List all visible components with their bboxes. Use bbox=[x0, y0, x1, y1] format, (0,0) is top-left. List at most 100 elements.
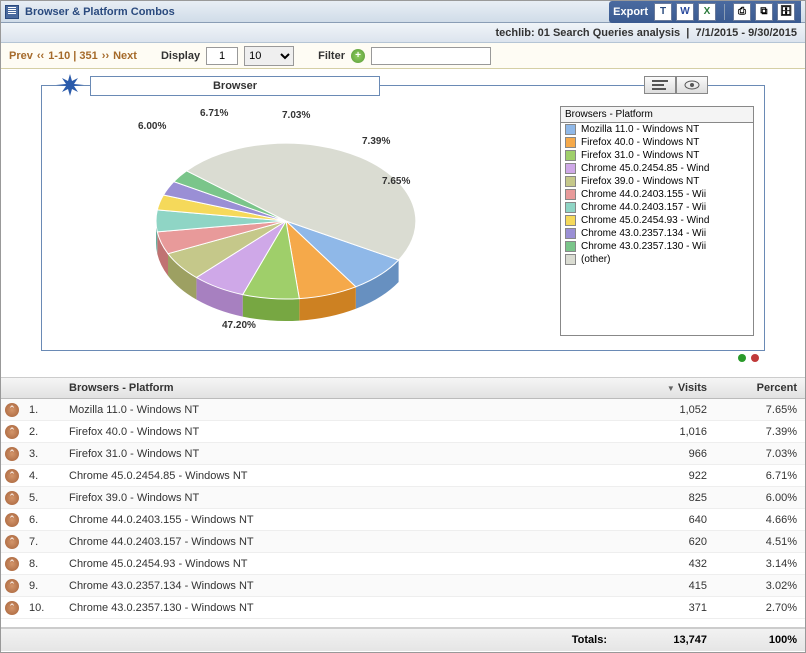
pagesize-select[interactable]: 10 bbox=[244, 46, 294, 66]
row-number: 2. bbox=[23, 426, 65, 438]
chart-tab[interactable]: Browser bbox=[90, 76, 380, 96]
col-percent[interactable]: Percent bbox=[715, 382, 805, 394]
export-word-icon[interactable]: W bbox=[676, 3, 694, 21]
prev-fast-button[interactable]: ‹‹ bbox=[37, 50, 44, 62]
col-name[interactable]: Browsers - Platform bbox=[65, 382, 615, 394]
row-visits: 620 bbox=[615, 536, 715, 548]
legend-item[interactable]: Firefox 40.0 - Windows NT bbox=[561, 136, 753, 149]
legend-item[interactable]: Mozilla 11.0 - Windows NT bbox=[561, 123, 753, 136]
totals-visits: 13,747 bbox=[615, 634, 715, 646]
legend: Browsers - Platform Mozilla 11.0 - Windo… bbox=[560, 106, 754, 336]
dot-green[interactable] bbox=[738, 354, 746, 362]
chart-box: Browser 6.00%6.71%7.03%7.39%7.65%47.20% … bbox=[41, 85, 765, 351]
print-icon[interactable]: ⎙ bbox=[733, 3, 751, 21]
legend-item[interactable]: (other) bbox=[561, 253, 753, 266]
row-number: 8. bbox=[23, 558, 65, 570]
totals-row: Totals: 13,747 100% bbox=[1, 627, 805, 651]
sort-desc-icon: ▼ bbox=[667, 384, 675, 393]
pie-slice-label: 7.03% bbox=[282, 110, 310, 121]
row-name: Firefox 40.0 - Windows NT bbox=[65, 426, 615, 438]
expand-icon[interactable]: ⌃ bbox=[5, 469, 19, 483]
prev-button[interactable]: Prev bbox=[9, 50, 33, 62]
expand-icon[interactable]: ⌃ bbox=[5, 535, 19, 549]
legend-item[interactable]: Chrome 44.0.2403.155 - Wii bbox=[561, 188, 753, 201]
titlebar-actions: Export T W X ⎙ ⧉ 🗄 bbox=[609, 1, 801, 23]
table-row[interactable]: ⌃ 7. Chrome 44.0.2403.157 - Windows NT 6… bbox=[1, 531, 805, 553]
row-percent: 4.51% bbox=[715, 536, 805, 548]
row-percent: 2.70% bbox=[715, 602, 805, 614]
table-row[interactable]: ⌃ 8. Chrome 45.0.2454.93 - Windows NT 43… bbox=[1, 553, 805, 575]
separator bbox=[724, 4, 725, 20]
row-number: 1. bbox=[23, 404, 65, 416]
titlebar: Browser & Platform Combos Export T W X ⎙… bbox=[1, 1, 805, 23]
burst-icon bbox=[56, 74, 84, 96]
pie-slice-label: 7.65% bbox=[382, 176, 410, 187]
row-percent: 6.71% bbox=[715, 470, 805, 482]
pie-chart: 6.00%6.71%7.03%7.39%7.65%47.20% bbox=[52, 106, 550, 336]
storage-icon[interactable]: 🗄 bbox=[777, 3, 795, 21]
view-eye-icon[interactable] bbox=[676, 76, 708, 94]
table-row[interactable]: ⌃ 6. Chrome 44.0.2403.155 - Windows NT 6… bbox=[1, 509, 805, 531]
data-table: Browsers - Platform ▼ Visits Percent ⌃ 1… bbox=[1, 377, 805, 651]
document-icon bbox=[5, 5, 19, 19]
row-number: 3. bbox=[23, 448, 65, 460]
row-percent: 3.02% bbox=[715, 580, 805, 592]
expand-icon[interactable]: ⌃ bbox=[5, 579, 19, 593]
row-number: 4. bbox=[23, 470, 65, 482]
display-label: Display bbox=[161, 50, 200, 62]
expand-icon[interactable]: ⌃ bbox=[5, 491, 19, 505]
next-button[interactable]: Next bbox=[113, 50, 137, 62]
legend-item[interactable]: Firefox 31.0 - Windows NT bbox=[561, 149, 753, 162]
table-row[interactable]: ⌃ 5. Firefox 39.0 - Windows NT 825 6.00% bbox=[1, 487, 805, 509]
table-row[interactable]: ⌃ 1. Mozilla 11.0 - Windows NT 1,052 7.6… bbox=[1, 399, 805, 421]
expand-icon[interactable]: ⌃ bbox=[5, 601, 19, 615]
page-input[interactable] bbox=[206, 47, 238, 65]
row-percent: 7.39% bbox=[715, 426, 805, 438]
export-excel-icon[interactable]: X bbox=[698, 3, 716, 21]
export-label: Export bbox=[613, 6, 648, 18]
table-row[interactable]: ⌃ 3. Firefox 31.0 - Windows NT 966 7.03% bbox=[1, 443, 805, 465]
pie-slice-label: 47.20% bbox=[222, 320, 256, 331]
row-name: Firefox 39.0 - Windows NT bbox=[65, 492, 615, 504]
legend-item[interactable]: Chrome 43.0.2357.134 - Wii bbox=[561, 227, 753, 240]
row-name: Chrome 44.0.2403.155 - Windows NT bbox=[65, 514, 615, 526]
dot-red[interactable] bbox=[751, 354, 759, 362]
export-text-icon[interactable]: T bbox=[654, 3, 672, 21]
row-number: 6. bbox=[23, 514, 65, 526]
expand-icon[interactable]: ⌃ bbox=[5, 403, 19, 417]
table-row[interactable]: ⌃ 2. Firefox 40.0 - Windows NT 1,016 7.3… bbox=[1, 421, 805, 443]
legend-item[interactable]: Chrome 43.0.2357.130 - Wii bbox=[561, 240, 753, 253]
row-visits: 825 bbox=[615, 492, 715, 504]
filter-label: Filter bbox=[318, 50, 345, 62]
expand-icon[interactable]: ⌃ bbox=[5, 513, 19, 527]
row-name: Firefox 31.0 - Windows NT bbox=[65, 448, 615, 460]
legend-item[interactable]: Firefox 39.0 - Windows NT bbox=[561, 175, 753, 188]
site-name: techlib bbox=[495, 27, 530, 39]
table-row[interactable]: ⌃ 10. Chrome 43.0.2357.130 - Windows NT … bbox=[1, 597, 805, 619]
table-row[interactable]: ⌃ 9. Chrome 43.0.2357.134 - Windows NT 4… bbox=[1, 575, 805, 597]
page-title: Browser & Platform Combos bbox=[25, 6, 175, 18]
chart-area: Browser 6.00%6.71%7.03%7.39%7.65%47.20% … bbox=[1, 69, 805, 373]
expand-icon[interactable]: ⌃ bbox=[5, 557, 19, 571]
next-fast-button[interactable]: ›› bbox=[102, 50, 109, 62]
view-bars-icon[interactable] bbox=[644, 76, 676, 94]
totals-percent: 100% bbox=[715, 634, 805, 646]
expand-icon[interactable]: ⌃ bbox=[5, 447, 19, 461]
legend-item[interactable]: Chrome 45.0.2454.93 - Wind bbox=[561, 214, 753, 227]
legend-item[interactable]: Chrome 44.0.2403.157 - Wii bbox=[561, 201, 753, 214]
row-percent: 7.65% bbox=[715, 404, 805, 416]
filter-input[interactable] bbox=[371, 47, 491, 65]
filter-add-icon[interactable]: + bbox=[351, 49, 365, 63]
date-range: 7/1/2015 - 9/30/2015 bbox=[695, 27, 797, 39]
row-visits: 640 bbox=[615, 514, 715, 526]
row-visits: 1,052 bbox=[615, 404, 715, 416]
expand-icon[interactable]: ⌃ bbox=[5, 425, 19, 439]
table-row[interactable]: ⌃ 4. Chrome 45.0.2454.85 - Windows NT 92… bbox=[1, 465, 805, 487]
pager: Prev ‹‹ 1-10 | 351 ›› Next bbox=[9, 50, 137, 62]
col-visits[interactable]: ▼ Visits bbox=[615, 382, 715, 394]
row-name: Chrome 45.0.2454.85 - Windows NT bbox=[65, 470, 615, 482]
row-visits: 966 bbox=[615, 448, 715, 460]
row-name: Chrome 45.0.2454.93 - Windows NT bbox=[65, 558, 615, 570]
legend-item[interactable]: Chrome 45.0.2454.85 - Wind bbox=[561, 162, 753, 175]
copy-icon[interactable]: ⧉ bbox=[755, 3, 773, 21]
